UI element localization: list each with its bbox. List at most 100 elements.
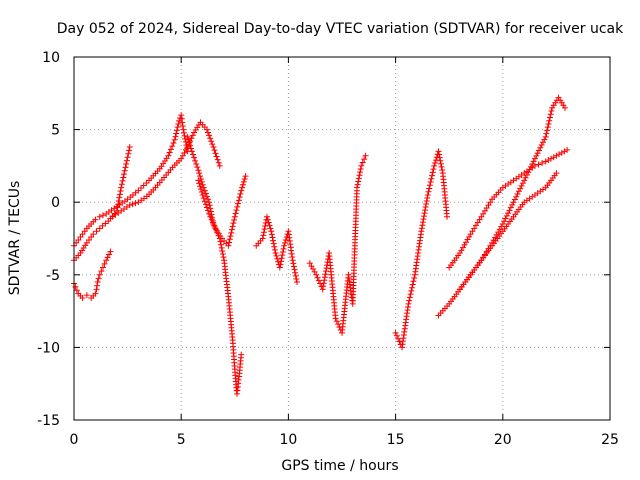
data-point [206, 132, 213, 139]
data-point [432, 157, 439, 164]
data-point [429, 172, 436, 179]
data-point [196, 180, 203, 187]
data-series [392, 148, 451, 351]
data-point [444, 213, 451, 220]
data-point [547, 111, 554, 118]
data-point [228, 226, 235, 233]
data-point [226, 239, 233, 246]
data-point [210, 144, 217, 151]
data-point [192, 157, 199, 164]
data-point [419, 222, 426, 229]
data-point [267, 225, 274, 232]
data-point [125, 150, 132, 157]
data-point [393, 332, 400, 339]
data-point [191, 154, 198, 161]
data-point [534, 150, 541, 157]
data-point [357, 166, 364, 173]
grid-layer [74, 57, 610, 420]
x-tick-label: 5 [177, 432, 186, 448]
data-point [432, 159, 439, 166]
data-point [123, 160, 130, 167]
data-point [421, 210, 428, 217]
data-point [240, 178, 247, 185]
data-point [423, 201, 430, 208]
data-point [219, 251, 226, 258]
data-point [200, 195, 207, 202]
data-point [260, 232, 267, 239]
data-series [306, 152, 369, 336]
data-point [172, 133, 179, 140]
data-point [235, 200, 242, 207]
data-point [426, 185, 433, 192]
data-point [273, 252, 280, 259]
data-point [214, 156, 221, 163]
data-point [211, 147, 218, 154]
data-point [119, 177, 126, 184]
data-point [355, 175, 362, 182]
x-tick-label: 20 [494, 432, 512, 448]
data-point [507, 204, 514, 211]
data-point [503, 212, 510, 219]
data-point [211, 222, 218, 229]
data-point [276, 264, 283, 271]
data-point [209, 141, 216, 148]
data-point [464, 236, 471, 243]
data-point [237, 190, 244, 197]
data-point [333, 318, 340, 325]
data-point [561, 148, 568, 155]
data-point [545, 120, 552, 127]
data-point [220, 254, 227, 261]
data-point [229, 223, 236, 230]
data-point [422, 207, 429, 214]
data-point [242, 173, 249, 180]
data-point [233, 207, 240, 214]
data-point [406, 294, 413, 301]
data-point [138, 185, 144, 192]
data-point [123, 157, 130, 164]
data-point [292, 269, 299, 276]
data-point [425, 188, 432, 195]
data-point [542, 133, 549, 140]
data-point [79, 295, 86, 302]
data-point [392, 329, 399, 336]
data-point [418, 228, 425, 235]
data-point [205, 129, 211, 136]
data-point [289, 257, 296, 264]
data-point [197, 183, 204, 190]
data-point [189, 132, 196, 139]
data-point [121, 167, 128, 174]
data-point [93, 228, 100, 235]
data-point [140, 182, 147, 189]
data-point [424, 191, 431, 198]
data-point [513, 193, 520, 200]
data-point [218, 241, 225, 248]
data-point [359, 159, 366, 166]
data-point [184, 144, 191, 151]
data-point [231, 216, 238, 223]
y-tick-label: -5 [46, 268, 60, 284]
y-tick-label: 5 [51, 123, 60, 139]
data-point [175, 121, 182, 128]
y-tick-label: 10 [42, 50, 60, 66]
data-point [114, 204, 121, 211]
data-point [215, 159, 222, 166]
data-point [104, 254, 111, 261]
data-point [118, 184, 125, 191]
data-point [290, 263, 297, 270]
plot-frame [73, 56, 611, 421]
data-point [235, 197, 242, 204]
data-point [106, 251, 113, 258]
data-point [180, 129, 187, 136]
data-series [71, 144, 133, 264]
data-point [458, 247, 465, 254]
data-point [101, 260, 108, 267]
data-point [167, 146, 174, 153]
data-series [435, 94, 568, 319]
chart-title: Day 052 of 2024, Sidereal Day-to-day VTE… [57, 21, 624, 37]
data-point [180, 126, 187, 133]
data-point [421, 213, 428, 220]
data-point [199, 181, 206, 188]
data-point [322, 268, 329, 275]
data-point [239, 181, 246, 188]
